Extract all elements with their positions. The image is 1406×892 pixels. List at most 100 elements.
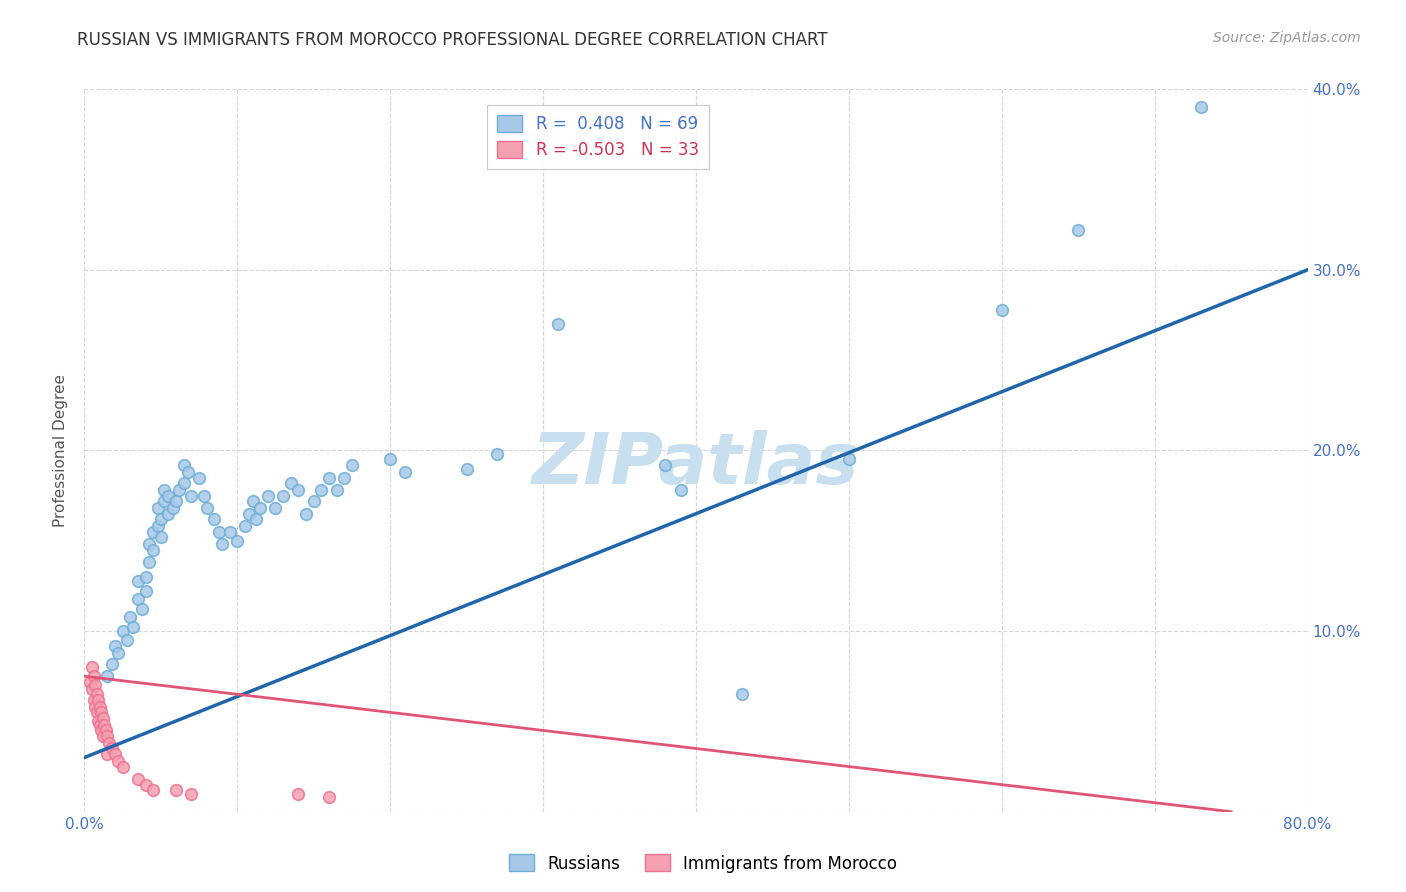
Point [456,461,478,475]
Point [325,483,347,498]
Point [79,674,101,689]
Point [83,692,105,706]
Point [211,537,233,551]
Point [127,591,149,606]
Point [138,556,160,570]
Point [89,718,111,732]
Point [91,729,114,743]
Point [218,524,240,539]
Point [177,465,200,479]
Point [287,787,309,801]
Point [86,687,108,701]
Point [94,723,117,738]
Point [127,772,149,787]
Point [97,736,120,750]
Point [287,483,309,498]
Point [1067,223,1090,237]
Point [238,507,260,521]
Point [208,524,231,539]
Point [264,501,287,516]
Point [80,681,103,696]
Point [153,483,176,498]
Point [838,452,860,467]
Point [380,452,402,467]
Point [149,530,172,544]
Point [101,741,124,756]
Point [547,317,569,331]
Point [149,512,172,526]
Point [87,714,110,729]
Point [142,783,165,797]
Point [233,519,256,533]
Y-axis label: Professional Degree: Professional Degree [53,374,69,527]
Point [84,678,107,692]
Text: Source: ZipAtlas.com: Source: ZipAtlas.com [1213,31,1361,45]
Point [80,660,103,674]
Point [173,458,195,472]
Point [271,489,294,503]
Point [394,465,416,479]
Point [93,718,115,732]
Point [295,507,318,521]
Point [188,470,211,484]
Point [249,501,271,516]
Point [96,669,118,683]
Point [111,624,134,639]
Point [669,483,692,498]
Text: ZIPatlas: ZIPatlas [533,431,859,500]
Point [146,501,169,516]
Point [83,669,105,683]
Point [157,489,180,503]
Point [115,633,138,648]
Point [90,706,112,720]
Point [131,602,153,616]
Legend: Russians, Immigrants from Morocco: Russians, Immigrants from Morocco [502,847,904,880]
Point [280,475,302,490]
Point [165,783,187,797]
Point [135,584,157,599]
Point [127,574,149,588]
Point [107,754,129,768]
Point [333,470,356,484]
Point [86,706,108,720]
Point [96,729,118,743]
Point [104,639,127,653]
Point [84,700,107,714]
Point [195,501,218,516]
Point [226,533,249,548]
Point [731,687,754,701]
Point [173,475,195,490]
Point [257,489,280,503]
Point [193,489,215,503]
Legend: R =  0.408   N = 69, R = -0.503   N = 33: R = 0.408 N = 69, R = -0.503 N = 33 [488,104,709,169]
Point [157,507,180,521]
Point [142,542,165,557]
Point [654,458,676,472]
Text: RUSSIAN VS IMMIGRANTS FROM MOROCCO PROFESSIONAL DEGREE CORRELATION CHART: RUSSIAN VS IMMIGRANTS FROM MOROCCO PROFE… [77,31,828,49]
Point [89,700,111,714]
Point [138,537,160,551]
Point [146,519,169,533]
Point [486,447,509,461]
Point [302,494,325,508]
Point [90,723,112,738]
Point [245,512,267,526]
Point [165,494,187,508]
Point [340,458,363,472]
Point [107,646,129,660]
Point [991,302,1014,317]
Point [122,620,145,634]
Point [167,483,190,498]
Point [142,524,165,539]
Point [96,747,118,761]
Point [202,512,225,526]
Point [135,778,157,792]
Point [111,759,134,773]
Point [318,790,340,805]
Point [101,657,124,671]
Point [153,494,176,508]
Point [162,501,184,516]
Point [311,483,333,498]
Point [87,692,110,706]
Point [180,787,202,801]
